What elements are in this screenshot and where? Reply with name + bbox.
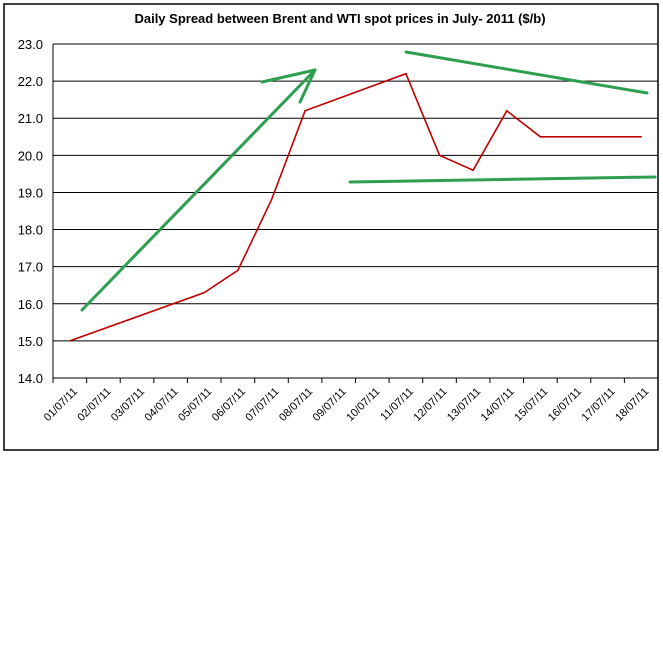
data-point	[438, 154, 441, 157]
y-tick-label: 17.0	[18, 260, 43, 275]
uptrend-arrow	[80, 68, 317, 312]
data-point	[539, 135, 542, 138]
data-point	[203, 291, 206, 294]
annotation-arrows	[80, 50, 657, 312]
resistance-trendline	[404, 50, 649, 95]
y-tick-label: 18.0	[18, 223, 43, 238]
chart-frame	[3, 3, 659, 451]
y-tick-label: 16.0	[18, 297, 43, 312]
support-trendline	[348, 175, 657, 184]
y-tick-label: 20.0	[18, 148, 43, 163]
y-tick-label: 15.0	[18, 334, 43, 349]
uptrend-arrowhead-right	[298, 68, 317, 104]
data-point	[69, 340, 71, 342]
data-point	[505, 110, 508, 112]
chart-title: Daily Spread between Brent and WTI spot …	[134, 11, 545, 26]
data-point	[472, 169, 474, 171]
y-tick-label: 19.0	[18, 185, 43, 200]
data-point	[405, 72, 407, 75]
y-tick-label: 23.0	[18, 37, 43, 52]
y-tick-label: 22.0	[18, 74, 43, 89]
y-tick-label: 21.0	[18, 111, 43, 126]
uptrend-arrowhead-left	[260, 68, 317, 84]
data-point	[270, 199, 273, 201]
data-point	[237, 269, 239, 272]
data-point	[640, 135, 642, 138]
data-point	[304, 110, 306, 112]
y-tick-label: 14.0	[18, 371, 43, 386]
